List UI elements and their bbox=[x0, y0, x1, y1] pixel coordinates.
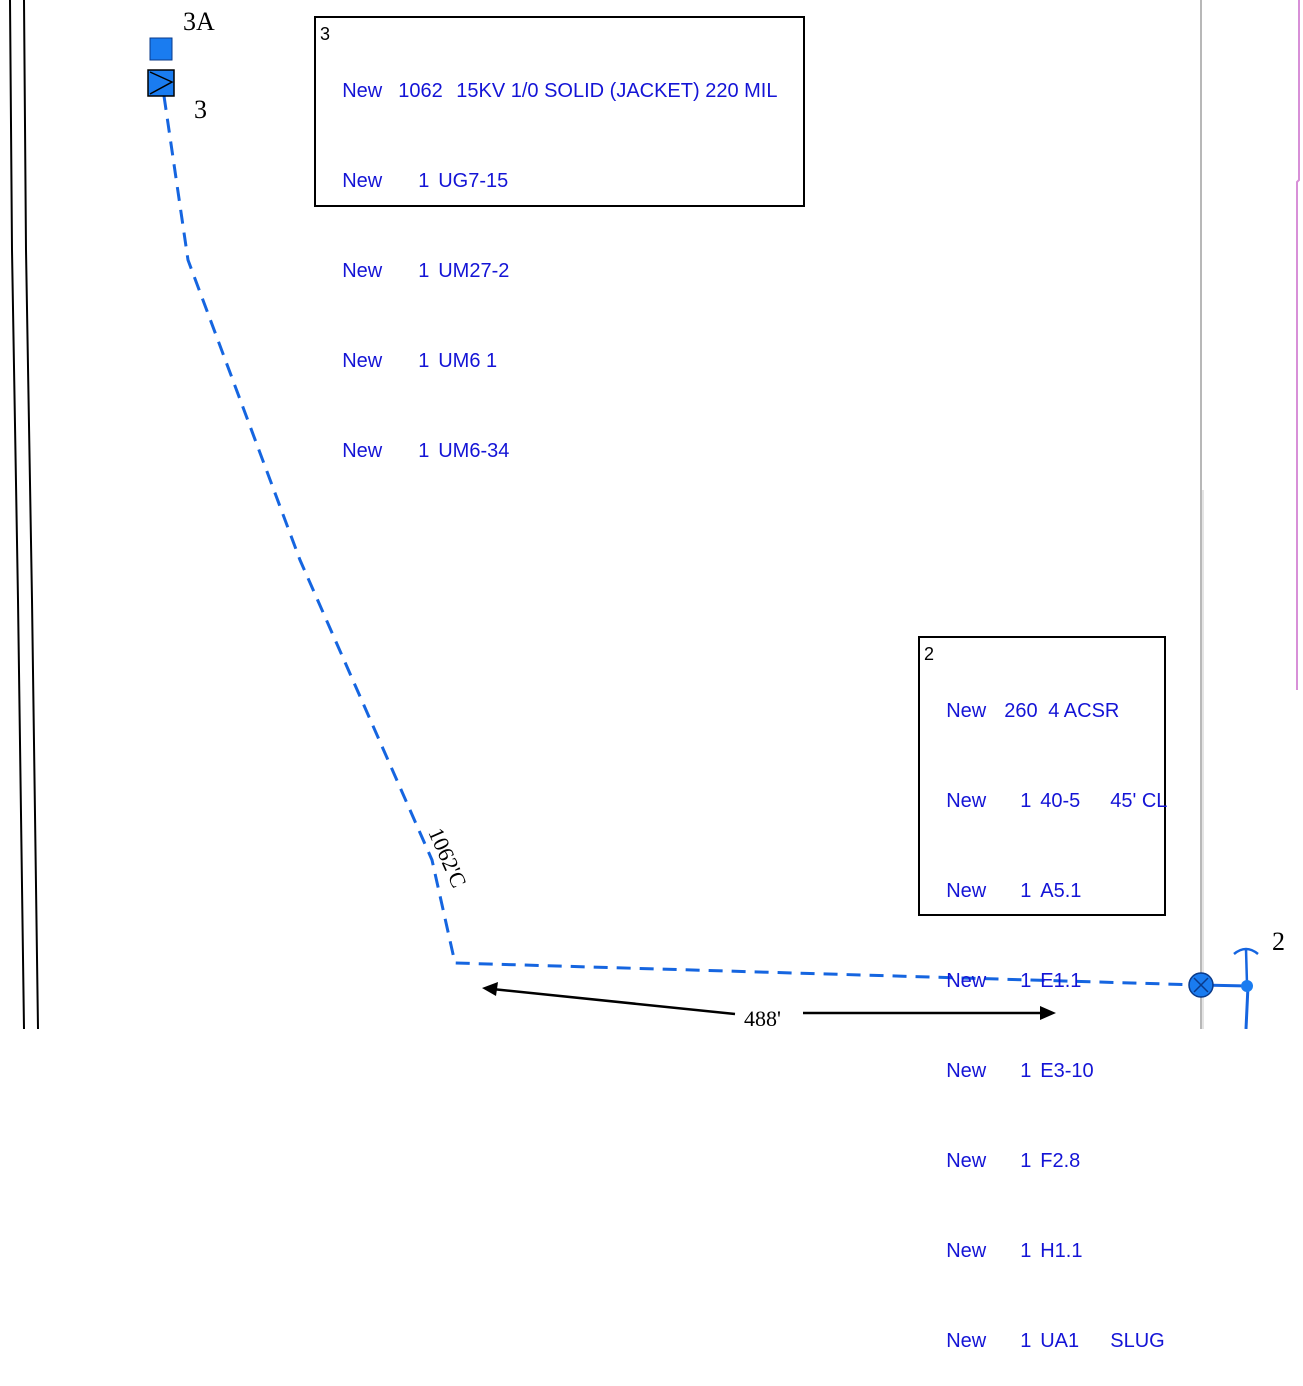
note-row: New 1 H1.1 bbox=[924, 1206, 1164, 1296]
note-row: New 1 UA1 SLUG bbox=[924, 1296, 1164, 1386]
note-row: New 1 UM6-34 bbox=[320, 406, 803, 496]
row-code: UM6 1 bbox=[438, 350, 498, 372]
boundary-line-pink bbox=[1296, 0, 1300, 690]
row-status: New bbox=[342, 260, 383, 282]
note-box-2-id: 2 bbox=[924, 644, 935, 664]
underground-route-dashed bbox=[162, 95, 1201, 987]
row-status: New bbox=[342, 350, 383, 372]
row-status: New bbox=[342, 80, 383, 102]
row-quantity: 1 bbox=[1020, 1150, 1032, 1172]
row-quantity: 1 bbox=[1020, 1060, 1032, 1082]
row-code: UG7-15 bbox=[438, 170, 509, 192]
point-2-label: 2 bbox=[1272, 927, 1285, 956]
row-code: 15KV 1/0 SOLID (JACKET) 220 MIL bbox=[456, 80, 778, 102]
note-row: New 1 UM27-2 bbox=[320, 226, 803, 316]
note-box-3-id: 3 bbox=[320, 24, 331, 44]
row-code: 40-5 bbox=[1040, 790, 1081, 812]
row-code: UM27-2 bbox=[438, 260, 510, 282]
note-box-2: 2 New 260 4 ACSR New 1 40-5 45' CL New 1 A5.1 N… bbox=[918, 636, 1168, 1352]
point-3a-label: 3A bbox=[183, 7, 215, 36]
dimension-arrow-488 bbox=[482, 982, 1056, 1020]
span-length-488-label: 488' bbox=[744, 1006, 781, 1029]
row-quantity: 1 bbox=[1020, 1240, 1032, 1262]
note-row: New 1 40-5 45' CL bbox=[924, 756, 1168, 846]
note-row: New 1 A5.1 bbox=[924, 846, 1164, 936]
note-row: New 1062 15KV 1/0 SOLID (JACKET) 220 MIL bbox=[320, 46, 803, 136]
staking-sheet-canvas: 3A 3 2 1062'C 488' bbox=[9, 0, 1300, 1029]
row-status: New bbox=[946, 1060, 987, 1082]
row-status: New bbox=[946, 970, 987, 992]
note-row: New 1 UM6 1 bbox=[320, 316, 803, 406]
row-quantity: 1 bbox=[418, 440, 430, 462]
row-status: New bbox=[342, 170, 383, 192]
note-row: New 1 UG7-15 bbox=[320, 136, 803, 226]
row-code: F2.8 bbox=[1040, 1150, 1081, 1172]
overhead-line-down bbox=[1244, 985, 1250, 1029]
row-quantity: 1 bbox=[418, 170, 430, 192]
row-status: New bbox=[342, 440, 383, 462]
row-status: New bbox=[946, 1150, 987, 1172]
row-status: New bbox=[946, 880, 987, 902]
note-row: New 1 E3-10 bbox=[924, 1026, 1164, 1116]
transformer-3a-icon[interactable] bbox=[149, 37, 173, 61]
row-quantity: 1 bbox=[1020, 970, 1032, 992]
row-quantity: 1 bbox=[1020, 1330, 1032, 1352]
row-quantity: 1 bbox=[418, 260, 430, 282]
row-status: New bbox=[946, 700, 987, 722]
row-quantity: 1 bbox=[1020, 880, 1032, 902]
row-note: 45' CL bbox=[1110, 790, 1168, 812]
row-quantity: 1 bbox=[1020, 790, 1032, 812]
row-status: New bbox=[946, 790, 987, 812]
row-code: UM6-34 bbox=[438, 440, 510, 462]
row-code: H1.1 bbox=[1040, 1240, 1083, 1262]
road-edge-lines bbox=[9, 0, 39, 1029]
riser-switch-icon[interactable] bbox=[1188, 972, 1214, 998]
row-code: A5.1 bbox=[1040, 880, 1082, 902]
note-row: New 1 F2.8 bbox=[924, 1116, 1164, 1206]
row-quantity: 260 bbox=[1004, 700, 1038, 722]
pole-2-icon[interactable] bbox=[1233, 947, 1259, 992]
row-quantity: 1062 bbox=[398, 80, 443, 102]
row-status: New bbox=[946, 1240, 987, 1262]
row-code: E1.1 bbox=[1040, 970, 1082, 992]
row-note: SLUG bbox=[1110, 1330, 1165, 1352]
row-quantity: 1 bbox=[418, 350, 430, 372]
row-code: 4 ACSR bbox=[1048, 700, 1120, 722]
pad-transformer-3-icon[interactable] bbox=[147, 69, 175, 97]
row-status: New bbox=[946, 1330, 987, 1352]
row-code: UA1 bbox=[1040, 1330, 1080, 1352]
note-row: New 260 4 ACSR bbox=[924, 666, 1164, 756]
row-code: E3-10 bbox=[1040, 1060, 1094, 1082]
note-box-3: 3 New 1062 15KV 1/0 SOLID (JACKET) 220 MIL… bbox=[314, 16, 805, 462]
point-3-label: 3 bbox=[194, 95, 207, 124]
note-row: New 1 E1.1 bbox=[924, 936, 1164, 1026]
